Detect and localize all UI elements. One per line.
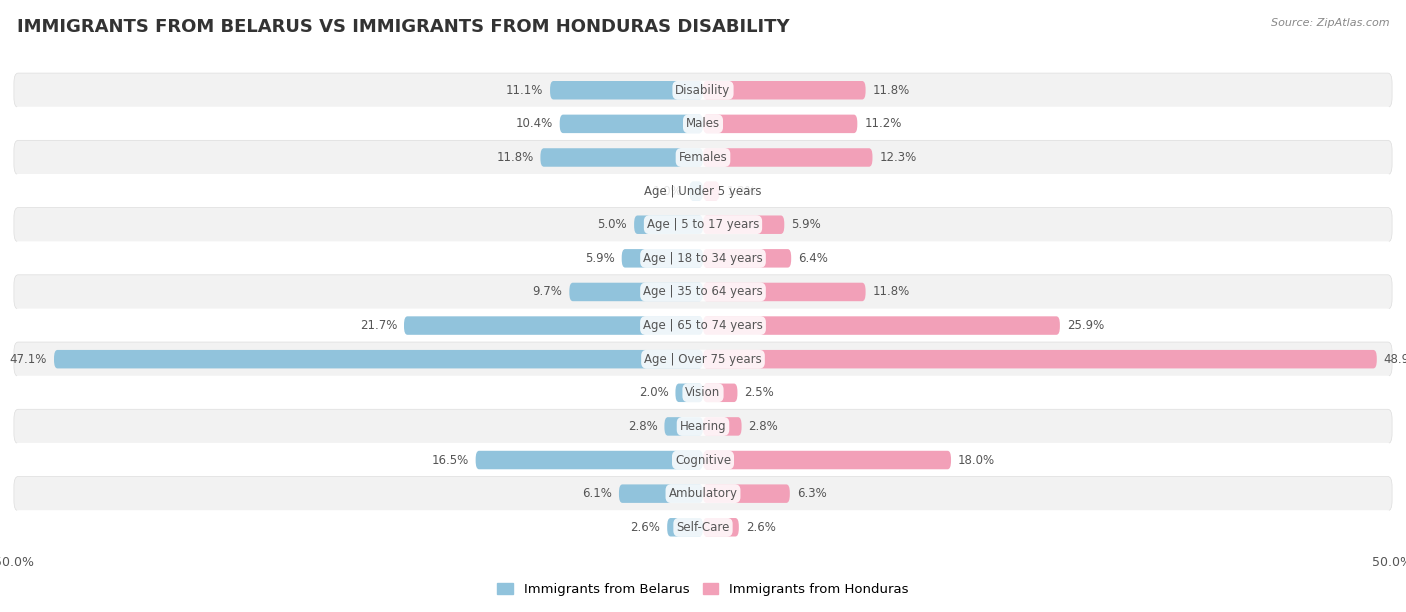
Text: Age | 5 to 17 years: Age | 5 to 17 years: [647, 218, 759, 231]
Text: Age | 65 to 74 years: Age | 65 to 74 years: [643, 319, 763, 332]
Text: 21.7%: 21.7%: [360, 319, 396, 332]
FancyBboxPatch shape: [703, 417, 741, 436]
FancyBboxPatch shape: [14, 207, 1392, 242]
Text: IMMIGRANTS FROM BELARUS VS IMMIGRANTS FROM HONDURAS DISABILITY: IMMIGRANTS FROM BELARUS VS IMMIGRANTS FR…: [17, 18, 790, 36]
FancyBboxPatch shape: [14, 443, 1392, 477]
Text: 5.9%: 5.9%: [792, 218, 821, 231]
Text: 11.8%: 11.8%: [873, 84, 910, 97]
FancyBboxPatch shape: [703, 81, 866, 100]
FancyBboxPatch shape: [668, 518, 703, 537]
FancyBboxPatch shape: [703, 316, 1060, 335]
Text: 2.6%: 2.6%: [630, 521, 661, 534]
Text: Source: ZipAtlas.com: Source: ZipAtlas.com: [1271, 18, 1389, 28]
Text: Ambulatory: Ambulatory: [668, 487, 738, 500]
Text: 47.1%: 47.1%: [10, 353, 48, 366]
Text: 5.9%: 5.9%: [585, 252, 614, 265]
Legend: Immigrants from Belarus, Immigrants from Honduras: Immigrants from Belarus, Immigrants from…: [492, 578, 914, 602]
FancyBboxPatch shape: [14, 275, 1392, 309]
FancyBboxPatch shape: [14, 241, 1392, 275]
FancyBboxPatch shape: [14, 342, 1392, 376]
FancyBboxPatch shape: [560, 114, 703, 133]
Text: 18.0%: 18.0%: [957, 453, 995, 466]
FancyBboxPatch shape: [14, 174, 1392, 208]
Text: Females: Females: [679, 151, 727, 164]
Text: 2.6%: 2.6%: [745, 521, 776, 534]
Text: Males: Males: [686, 118, 720, 130]
FancyBboxPatch shape: [703, 215, 785, 234]
FancyBboxPatch shape: [621, 249, 703, 267]
FancyBboxPatch shape: [665, 417, 703, 436]
Text: 2.0%: 2.0%: [638, 386, 669, 399]
FancyBboxPatch shape: [550, 81, 703, 100]
Text: Age | Under 5 years: Age | Under 5 years: [644, 185, 762, 198]
FancyBboxPatch shape: [14, 477, 1392, 511]
Text: 1.2%: 1.2%: [727, 185, 756, 198]
Text: 11.2%: 11.2%: [865, 118, 901, 130]
FancyBboxPatch shape: [14, 73, 1392, 107]
Text: 6.1%: 6.1%: [582, 487, 612, 500]
FancyBboxPatch shape: [14, 409, 1392, 444]
Text: Vision: Vision: [685, 386, 721, 399]
FancyBboxPatch shape: [14, 106, 1392, 141]
FancyBboxPatch shape: [703, 182, 720, 200]
Text: Age | 35 to 64 years: Age | 35 to 64 years: [643, 285, 763, 299]
FancyBboxPatch shape: [53, 350, 703, 368]
Text: 25.9%: 25.9%: [1067, 319, 1104, 332]
Text: 1.0%: 1.0%: [652, 185, 682, 198]
FancyBboxPatch shape: [569, 283, 703, 301]
Text: Disability: Disability: [675, 84, 731, 97]
Text: 9.7%: 9.7%: [533, 285, 562, 299]
Text: Self-Care: Self-Care: [676, 521, 730, 534]
Text: 11.8%: 11.8%: [873, 285, 910, 299]
FancyBboxPatch shape: [703, 451, 950, 469]
Text: 2.8%: 2.8%: [628, 420, 658, 433]
FancyBboxPatch shape: [703, 384, 738, 402]
Text: 6.3%: 6.3%: [797, 487, 827, 500]
FancyBboxPatch shape: [540, 148, 703, 166]
Text: 2.5%: 2.5%: [744, 386, 775, 399]
FancyBboxPatch shape: [634, 215, 703, 234]
FancyBboxPatch shape: [703, 283, 866, 301]
FancyBboxPatch shape: [703, 114, 858, 133]
FancyBboxPatch shape: [675, 384, 703, 402]
FancyBboxPatch shape: [689, 182, 703, 200]
FancyBboxPatch shape: [703, 485, 790, 503]
FancyBboxPatch shape: [703, 148, 873, 166]
Text: 2.8%: 2.8%: [748, 420, 778, 433]
Text: 16.5%: 16.5%: [432, 453, 468, 466]
Text: 5.0%: 5.0%: [598, 218, 627, 231]
Text: 6.4%: 6.4%: [799, 252, 828, 265]
FancyBboxPatch shape: [703, 249, 792, 267]
FancyBboxPatch shape: [14, 140, 1392, 174]
FancyBboxPatch shape: [14, 510, 1392, 545]
Text: Hearing: Hearing: [679, 420, 727, 433]
FancyBboxPatch shape: [703, 350, 1376, 368]
FancyBboxPatch shape: [14, 308, 1392, 343]
Text: 10.4%: 10.4%: [516, 118, 553, 130]
Text: 11.1%: 11.1%: [506, 84, 543, 97]
FancyBboxPatch shape: [404, 316, 703, 335]
FancyBboxPatch shape: [14, 376, 1392, 410]
Text: 11.8%: 11.8%: [496, 151, 533, 164]
Text: Cognitive: Cognitive: [675, 453, 731, 466]
Text: Age | 18 to 34 years: Age | 18 to 34 years: [643, 252, 763, 265]
FancyBboxPatch shape: [475, 451, 703, 469]
FancyBboxPatch shape: [619, 485, 703, 503]
Text: Age | Over 75 years: Age | Over 75 years: [644, 353, 762, 366]
Text: 48.9%: 48.9%: [1384, 353, 1406, 366]
FancyBboxPatch shape: [703, 518, 738, 537]
Text: 12.3%: 12.3%: [879, 151, 917, 164]
